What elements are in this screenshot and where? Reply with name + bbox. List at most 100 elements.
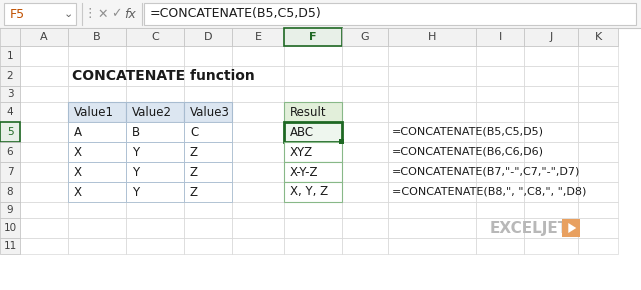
Bar — [578, 162, 618, 182]
Bar — [184, 202, 232, 218]
Text: X, Y, Z: X, Y, Z — [290, 186, 328, 198]
Bar — [342, 162, 388, 182]
Bar — [184, 28, 232, 46]
Bar — [68, 86, 126, 102]
Bar — [126, 202, 184, 218]
Text: ABC: ABC — [290, 126, 314, 139]
Text: A: A — [40, 32, 48, 42]
Bar — [0, 102, 20, 122]
Text: 11: 11 — [3, 241, 17, 251]
Bar — [126, 46, 184, 66]
Text: CONCATENATE function: CONCATENATE function — [72, 69, 254, 83]
Text: G: G — [361, 32, 369, 42]
Bar — [184, 102, 232, 122]
Bar — [524, 182, 578, 202]
Bar — [20, 122, 68, 142]
Bar — [20, 102, 68, 122]
Bar — [126, 218, 184, 238]
Text: ⋮: ⋮ — [84, 8, 96, 21]
Text: A: A — [74, 126, 82, 139]
Bar — [388, 182, 476, 202]
Bar — [0, 86, 20, 102]
Text: 5: 5 — [6, 127, 13, 137]
Text: ⌄: ⌄ — [63, 9, 72, 19]
Bar — [20, 86, 68, 102]
Bar — [342, 66, 388, 86]
Bar — [476, 218, 524, 238]
Bar — [126, 66, 184, 86]
Bar — [0, 182, 20, 202]
Bar — [184, 238, 232, 254]
Bar — [68, 102, 126, 122]
Bar — [342, 102, 388, 122]
Bar — [68, 122, 126, 142]
Text: C: C — [151, 32, 159, 42]
Bar — [284, 218, 342, 238]
Bar — [232, 202, 284, 218]
Text: XYZ: XYZ — [290, 146, 313, 159]
Text: Value2: Value2 — [132, 106, 172, 119]
Bar — [184, 86, 232, 102]
Bar — [476, 238, 524, 254]
Bar — [184, 122, 232, 142]
Text: =CONCATENATE(B5,C5,D5): =CONCATENATE(B5,C5,D5) — [392, 127, 544, 137]
Bar — [524, 162, 578, 182]
Text: ✓: ✓ — [111, 8, 121, 21]
Bar — [476, 122, 524, 142]
Text: =CONCATENATE(B8,", ",C8,", ",D8): =CONCATENATE(B8,", ",C8,", ",D8) — [392, 187, 587, 197]
Bar — [126, 142, 184, 162]
Bar — [578, 46, 618, 66]
Bar — [524, 66, 578, 86]
Bar — [524, 28, 578, 46]
Bar — [476, 202, 524, 218]
Text: D: D — [204, 32, 212, 42]
Bar — [20, 238, 68, 254]
Text: fx: fx — [124, 8, 136, 21]
Text: F5: F5 — [10, 8, 25, 21]
Bar — [388, 218, 476, 238]
Text: J: J — [549, 32, 553, 42]
Text: Result: Result — [290, 106, 327, 119]
Text: Z: Z — [190, 166, 198, 179]
Bar — [68, 142, 126, 162]
Text: Y: Y — [132, 166, 139, 179]
Bar — [232, 162, 284, 182]
Text: 2: 2 — [6, 71, 13, 81]
Bar — [578, 28, 618, 46]
Text: Y: Y — [132, 146, 139, 159]
Text: I: I — [498, 32, 502, 42]
Bar — [284, 182, 342, 202]
Bar — [524, 102, 578, 122]
Bar — [284, 238, 342, 254]
Bar — [388, 122, 476, 142]
Bar — [578, 66, 618, 86]
Bar — [342, 238, 388, 254]
Bar — [284, 122, 342, 142]
Text: 1: 1 — [6, 51, 13, 61]
Bar — [388, 102, 476, 122]
Bar — [68, 162, 126, 182]
Bar — [126, 122, 184, 142]
Bar — [578, 238, 618, 254]
Bar — [232, 102, 284, 122]
Text: E: E — [254, 32, 262, 42]
Bar — [476, 28, 524, 46]
Bar — [284, 162, 342, 182]
Bar — [342, 142, 388, 162]
Bar — [126, 162, 184, 182]
Bar — [342, 218, 388, 238]
Text: F: F — [309, 32, 317, 42]
Bar — [4, 3, 76, 25]
Bar — [342, 28, 388, 46]
Bar — [232, 122, 284, 142]
Bar — [184, 46, 232, 66]
Bar — [476, 102, 524, 122]
Bar — [184, 162, 232, 182]
Bar — [68, 28, 126, 46]
Bar — [0, 218, 20, 238]
Bar — [20, 202, 68, 218]
Text: =CONCATENATE(B6,C6,D6): =CONCATENATE(B6,C6,D6) — [392, 147, 544, 157]
Bar — [0, 202, 20, 218]
Bar — [20, 162, 68, 182]
Bar — [126, 162, 184, 182]
